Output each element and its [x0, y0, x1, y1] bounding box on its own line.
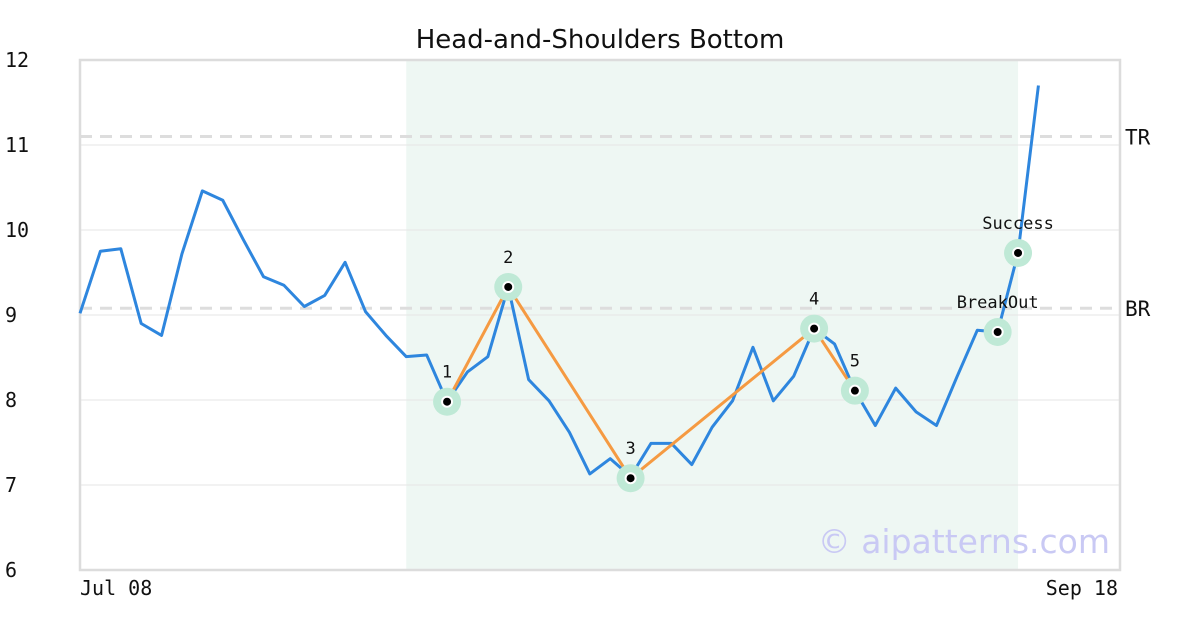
marker-dot: [991, 326, 1004, 338]
marker-label: 4: [809, 290, 819, 310]
marker-label: 1: [442, 363, 452, 383]
marker-label: 5: [850, 352, 860, 372]
x-tick-label: Sep 18: [1046, 576, 1118, 600]
marker-label: Success: [982, 214, 1054, 234]
y-tick-label: 11: [5, 133, 29, 157]
plot-frame: [78, 58, 1122, 572]
y-tick-label: 12: [5, 48, 29, 72]
marker-label: 2: [503, 248, 513, 268]
chart-title: Head-and-Shoulders Bottom: [416, 25, 785, 55]
reference-lines: TR BR: [80, 126, 1151, 321]
pattern-markers: 1 2 3 4 5 BreakOut Success: [433, 214, 1054, 493]
marker-dot: [848, 384, 861, 397]
marker-dot: [441, 395, 454, 408]
y-tick-label: 10: [5, 218, 29, 242]
x-tick-label: Jul 08: [80, 576, 152, 600]
y-axis-ticks: 6 7 8 9 10 11 12: [5, 48, 29, 582]
grid: [80, 144, 1120, 486]
price-series: [78, 85, 1040, 478]
marker-dot: [624, 472, 637, 485]
y-tick-label: 8: [5, 388, 17, 412]
y-tick-label: 6: [5, 558, 17, 582]
marker-dot: [502, 280, 515, 293]
x-axis-ticks: Jul 08 Sep 18: [80, 576, 1118, 600]
watermark: © aipatterns.com: [818, 522, 1110, 561]
y-tick-label: 7: [5, 473, 17, 497]
reference-line-label: BR: [1125, 297, 1151, 321]
marker-dot: [808, 322, 821, 335]
marker-label: 3: [625, 439, 635, 459]
y-tick-label: 9: [5, 303, 17, 327]
reference-line-label: TR: [1125, 126, 1151, 150]
marker-dot: [1012, 246, 1025, 259]
series-line: [78, 85, 1040, 478]
marker-label: BreakOut: [957, 293, 1039, 313]
